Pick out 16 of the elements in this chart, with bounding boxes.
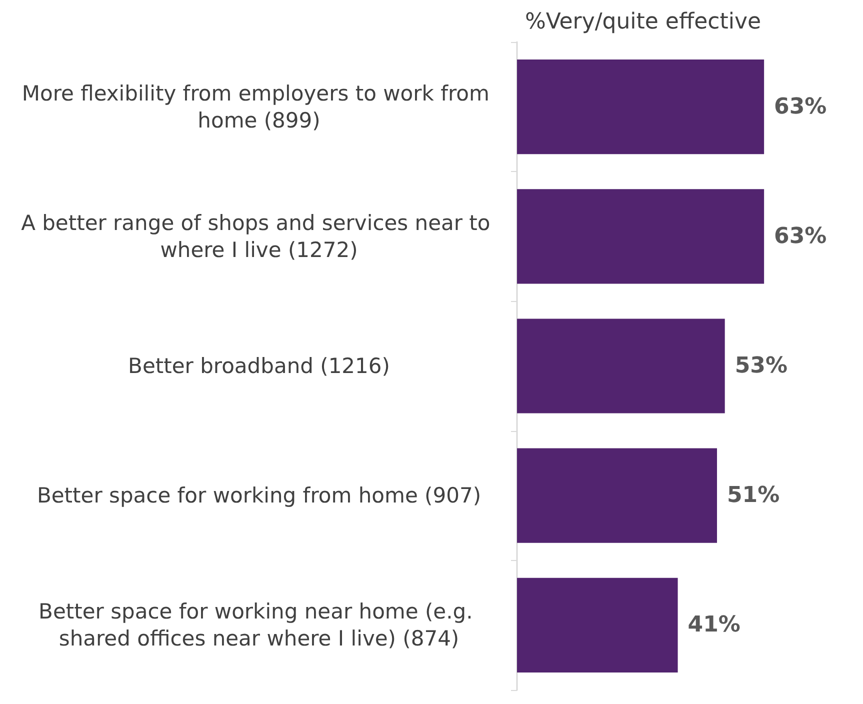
data-label: 63% bbox=[774, 94, 827, 120]
data-label: 41% bbox=[688, 612, 740, 638]
chart-title: %Very/quite effective bbox=[525, 10, 762, 34]
bar bbox=[517, 59, 764, 154]
y-tick-label: Better broadband (1216) bbox=[128, 354, 390, 378]
data-label: 51% bbox=[727, 483, 780, 508]
y-tick-label: Better space for working from home (907) bbox=[36, 484, 482, 508]
data-label: 53% bbox=[734, 354, 788, 378]
bar bbox=[517, 189, 764, 284]
y-tick-label: More flexibility from employers to work from home (899) bbox=[22, 81, 496, 132]
y-tick-label: A better range of shops and services near to where I live (1272) bbox=[21, 210, 497, 262]
data-label: 63% bbox=[774, 224, 827, 249]
y-tick-label: Better space for working near home (e.g. shared offices near where I live) (874) bbox=[38, 600, 480, 651]
bar bbox=[517, 578, 678, 673]
bar bbox=[517, 448, 717, 543]
bar bbox=[517, 318, 725, 414]
